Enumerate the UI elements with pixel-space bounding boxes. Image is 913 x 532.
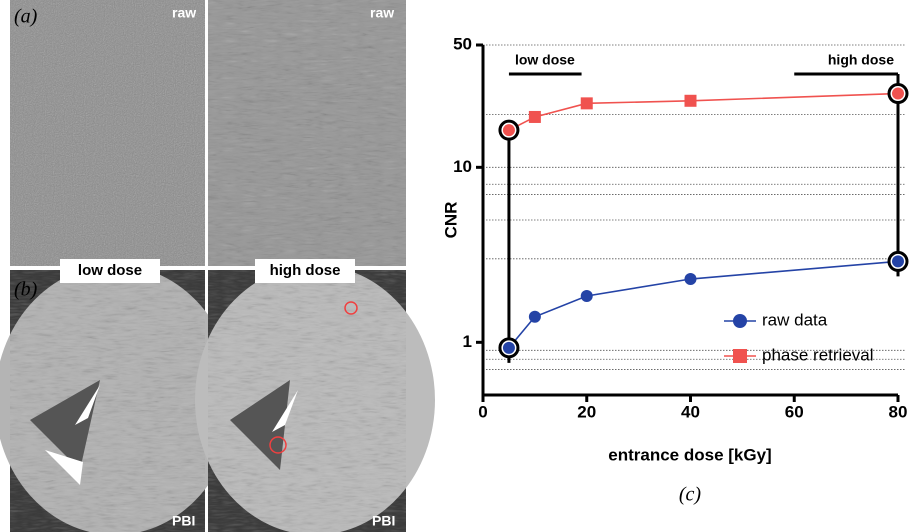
- panel-label: (b): [14, 279, 38, 301]
- legend-label: phase retrieval: [762, 345, 874, 364]
- point: [581, 97, 593, 109]
- y-tick-label: 10: [453, 157, 472, 176]
- point: [529, 111, 541, 123]
- point: [529, 311, 541, 323]
- y-tick-label: 50: [453, 34, 472, 53]
- annotation-label: low dose: [515, 52, 575, 68]
- x-axis-title: entrance dose [kGy]: [608, 445, 771, 464]
- image-label: high dose: [270, 262, 341, 279]
- x-tick-label: 80: [889, 402, 908, 421]
- point: [581, 290, 593, 302]
- panel-label: (c): [679, 484, 702, 506]
- annotation-label: high dose: [828, 52, 894, 68]
- series-line: [509, 261, 898, 347]
- point: [685, 273, 697, 285]
- image-texture: [208, 270, 406, 532]
- image-texture: [10, 0, 205, 266]
- panel-a: (a) raw raw: [10, 0, 406, 266]
- point: [892, 88, 904, 100]
- image-label: raw: [370, 5, 394, 21]
- x-tick-label: 60: [785, 402, 804, 421]
- x-tick-label: 20: [577, 402, 596, 421]
- image-texture: [10, 270, 205, 532]
- legend-label: raw data: [762, 310, 828, 329]
- panel-b: low dose high dose (b) PBI PBI: [0, 259, 435, 532]
- image-label: PBI: [172, 513, 195, 529]
- chart: 1 10 50 0 20 40 60 80 entrance dose [kGy] CNR (c) l…: [441, 34, 907, 505]
- point: [892, 255, 904, 267]
- image-label: low dose: [78, 262, 142, 279]
- y-axis-title: CNR: [441, 202, 460, 239]
- y-tick-label: 1: [463, 332, 472, 351]
- image-texture: [208, 0, 406, 266]
- x-tick-label: 40: [681, 402, 700, 421]
- panel-label: (a): [14, 6, 38, 28]
- point: [503, 124, 515, 136]
- point: [685, 95, 697, 107]
- figure: (a) raw raw low dose high dose (b) PBI P…: [0, 0, 913, 532]
- series-line: [509, 94, 898, 131]
- image-label: PBI: [372, 513, 395, 529]
- image-label: raw: [172, 5, 196, 21]
- x-tick-label: 0: [478, 402, 487, 421]
- point: [503, 342, 515, 354]
